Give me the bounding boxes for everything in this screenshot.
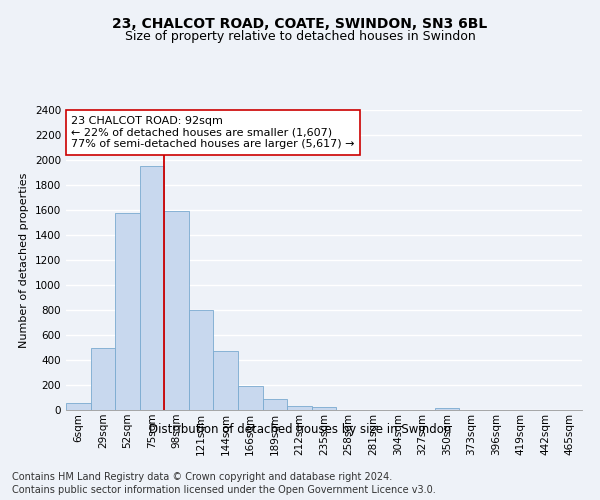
Bar — [140, 166, 164, 410]
Bar — [238, 386, 263, 410]
Text: Contains public sector information licensed under the Open Government Licence v3: Contains public sector information licen… — [12, 485, 436, 495]
Bar — [287, 406, 312, 410]
Text: Size of property relative to detached houses in Swindon: Size of property relative to detached ho… — [125, 30, 475, 43]
Bar — [263, 399, 287, 410]
Bar — [164, 211, 189, 410]
Bar — [91, 348, 115, 410]
Bar — [189, 310, 214, 410]
Bar — [214, 350, 238, 410]
Y-axis label: Number of detached properties: Number of detached properties — [19, 172, 29, 348]
Bar — [66, 402, 91, 410]
Text: 23, CHALCOT ROAD, COATE, SWINDON, SN3 6BL: 23, CHALCOT ROAD, COATE, SWINDON, SN3 6B… — [112, 18, 488, 32]
Text: Contains HM Land Registry data © Crown copyright and database right 2024.: Contains HM Land Registry data © Crown c… — [12, 472, 392, 482]
Bar — [312, 407, 336, 410]
Bar — [115, 212, 140, 410]
Text: 23 CHALCOT ROAD: 92sqm
← 22% of detached houses are smaller (1,607)
77% of semi-: 23 CHALCOT ROAD: 92sqm ← 22% of detached… — [71, 116, 355, 149]
Bar — [434, 408, 459, 410]
Text: Distribution of detached houses by size in Swindon: Distribution of detached houses by size … — [149, 422, 451, 436]
